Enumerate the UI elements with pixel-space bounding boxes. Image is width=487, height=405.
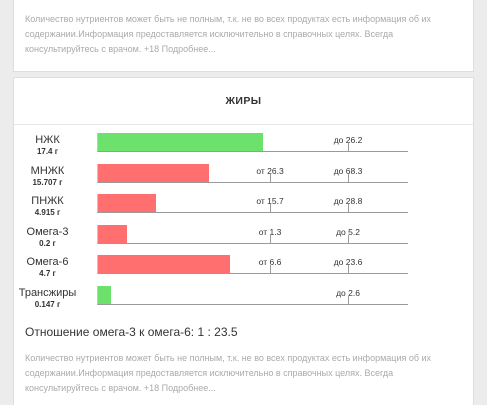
norm-max-label: до 28.8 bbox=[333, 196, 363, 206]
omega-ratio-text: Отношение омега-3 к омега-6: 1 : 23.5 bbox=[25, 325, 238, 339]
norm-max-tick bbox=[348, 143, 349, 152]
nutrient-label: Омега-3 0.2 г bbox=[14, 226, 81, 249]
nutrient-bar-track: от 6.6 до 23.6 bbox=[97, 255, 408, 274]
nutrient-amount: 15.707 г bbox=[32, 177, 63, 187]
disclaimer-text: Количество нутриентов может быть не полн… bbox=[25, 14, 432, 54]
nutrient-label: МНЖК 15.707 г bbox=[14, 165, 81, 188]
nutrient-name: ПНЖК bbox=[31, 195, 64, 207]
norm-max-tick bbox=[348, 265, 349, 274]
nutrient-bar-track: до 2.6 bbox=[97, 285, 408, 305]
nutrient-row: ПНЖК 4.915 г от 15.7 до 28.8 bbox=[14, 194, 473, 225]
norm-max-label: до 68.3 bbox=[333, 165, 363, 176]
norm-min-tick bbox=[270, 265, 271, 274]
norm-max-label: до 2.6 bbox=[336, 287, 360, 298]
nutrient-rows: НЖК 17.4 г до 26.2 МНЖК 15.707 г от 26.3 до 68… bbox=[14, 133, 473, 316]
fats-card: ЖИРЫ НЖК 17.4 г до 26.2 МНЖК 15.707 г от 26.3… bbox=[13, 77, 474, 405]
norm-min-tick bbox=[270, 173, 271, 183]
nutrient-amount: 0.2 г bbox=[39, 238, 56, 248]
nutrient-row: Трансжиры 0.147 г до 2.6 bbox=[14, 285, 473, 317]
norm-max-label: до 5.2 bbox=[336, 226, 360, 237]
norm-max-tick bbox=[348, 173, 349, 183]
nutrient-bar-track: от 1.3 до 5.2 bbox=[97, 224, 408, 244]
nutrient-name: Омега-6 bbox=[26, 256, 69, 268]
norm-min-label: от 26.3 bbox=[256, 165, 284, 176]
nutrient-bar-track: от 15.7 до 28.8 bbox=[97, 194, 408, 213]
nutrient-amount: 17.4 г bbox=[36, 147, 59, 156]
nutrient-label: ПНЖК 4.915 г bbox=[14, 195, 81, 218]
norm-max-tick bbox=[348, 204, 349, 213]
nutrient-bar-fill bbox=[98, 163, 209, 182]
nutrient-amount: 0.147 г bbox=[34, 299, 61, 309]
nutrient-label: НЖК 17.4 г bbox=[14, 134, 81, 157]
nutrient-row: Омега-6 4.7 г от 6.6 до 23.6 bbox=[14, 255, 473, 286]
nutrient-name: Трансжиры bbox=[18, 286, 77, 299]
nutrient-name: МНЖК bbox=[30, 164, 65, 177]
norm-max-label: до 23.6 bbox=[333, 257, 363, 267]
nutrient-name: Омега-3 bbox=[26, 225, 69, 238]
nutrient-name: НЖК bbox=[35, 134, 60, 146]
previous-nutrient-card: Количество нутриентов может быть не полн… bbox=[13, 0, 474, 72]
norm-max-label: до 26.2 bbox=[333, 135, 363, 145]
nutrient-amount: 4.7 г bbox=[39, 269, 56, 278]
nutrient-row: Омега-3 0.2 г от 1.3 до 5.2 bbox=[14, 224, 473, 256]
norm-min-label: от 1.3 bbox=[258, 226, 282, 237]
nutrient-bar-fill bbox=[98, 133, 263, 151]
disclaimer-text: Количество нутриентов может быть не полн… bbox=[25, 353, 432, 393]
nutrient-label: Омега-6 4.7 г bbox=[14, 256, 81, 279]
norm-min-tick bbox=[270, 204, 271, 213]
nutrient-bar-fill bbox=[98, 194, 156, 212]
norm-max-tick bbox=[348, 234, 349, 244]
norm-min-tick bbox=[270, 234, 271, 244]
norm-min-label: от 15.7 bbox=[256, 196, 284, 206]
norm-max-tick bbox=[348, 295, 349, 305]
nutrient-bar-fill bbox=[98, 224, 127, 243]
nutrient-amount: 4.915 г bbox=[34, 208, 61, 217]
nutrient-label: Трансжиры 0.147 г bbox=[14, 287, 81, 310]
nutrient-bar-fill bbox=[98, 255, 230, 273]
nutrient-bar-track: до 26.2 bbox=[97, 133, 408, 152]
norm-min-label: от 6.6 bbox=[258, 257, 282, 267]
nutrient-row: МНЖК 15.707 г от 26.3 до 68.3 bbox=[14, 163, 473, 195]
nutrient-bar-fill bbox=[98, 285, 111, 304]
nutrient-row: НЖК 17.4 г до 26.2 bbox=[14, 133, 473, 164]
card-title: ЖИРЫ bbox=[225, 95, 262, 107]
nutrient-bar-track: от 26.3 до 68.3 bbox=[97, 163, 408, 183]
card-header: ЖИРЫ bbox=[14, 78, 473, 125]
